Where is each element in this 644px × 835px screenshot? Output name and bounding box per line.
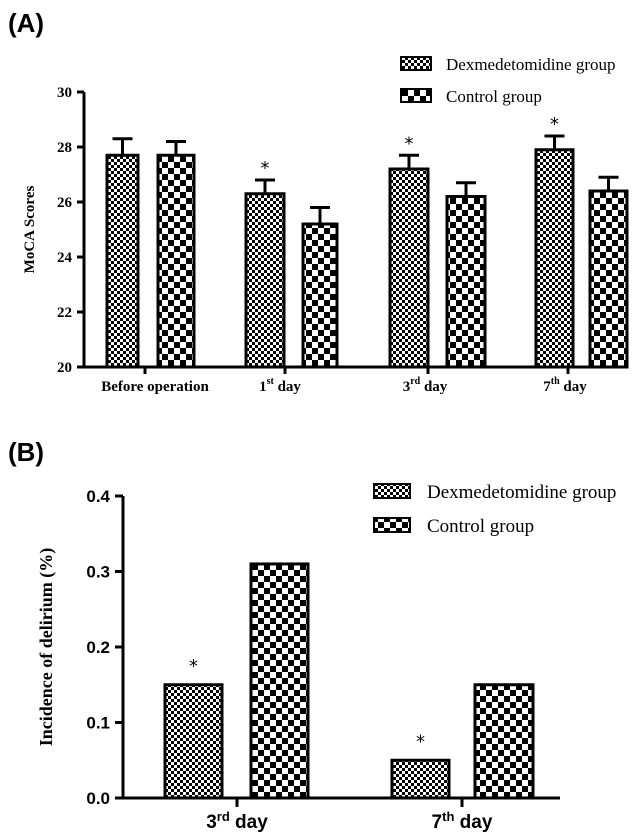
x-tick-label-a-tail: day [560,379,588,395]
legend-label-b: Control group [427,516,534,537]
significance-marker-a: * [261,158,270,179]
legend-label-a: Dexmedetomidine group [446,55,616,74]
chart-moca-scores: (A) 20 22 24 26 28 30 MoCA Scores * * * Before oper… [8,8,627,395]
bar-b-control [251,564,308,798]
x-tick-label-b: 3rd day [206,809,268,833]
bar-b-control [475,685,533,798]
x-tick-label-b-main: 7 [432,812,443,833]
legend-swatch-a [401,89,431,102]
y-tick-label-a: 20 [57,360,72,376]
bar-a-control [590,191,627,367]
legend-swatch-b [374,518,410,532]
significance-marker-b: * [189,656,198,677]
x-tick-label-a-tail: day [274,379,302,395]
panel-label-a: (A) [8,8,44,38]
x-tick-label-b-sup: th [442,809,454,824]
x-tick-label-a: 1st day [259,376,301,395]
x-tick-label-b-main: 3 [206,812,217,833]
significance-marker-b: * [416,731,425,752]
bar-b-dex [392,760,449,798]
x-tick-label-a-main: 3 [403,379,411,395]
legend-swatch-a [401,57,431,70]
x-tick-label-a-sup: rd [410,376,420,387]
x-tick-label-a: 3rd day [403,376,448,395]
y-axis-title-b: Incidence of delirium (%) [36,548,57,746]
y-tick-label-b: 0.1 [86,714,110,733]
y-tick-label-b: 0.3 [86,563,110,582]
y-tick-label-a: 28 [57,140,72,156]
panel-label-b: (B) [8,437,44,467]
bar-a-dex [246,194,284,367]
x-tick-label-a-main: Before operation [101,379,209,395]
x-tick-label-b: 7th day [432,809,493,833]
bar-a-dex [107,155,138,367]
x-tick-label-b-tail: day [230,812,268,833]
bar-a-dex [390,169,428,367]
bar-a-control [447,197,485,368]
y-tick-label-a: 24 [57,250,73,266]
significance-marker-a: * [550,114,559,135]
x-tick-label-a-tail: day [420,379,448,395]
bar-b-dex [165,685,222,798]
y-tick-label-a: 22 [57,305,72,321]
x-tick-label-b-sup: rd [217,809,230,824]
y-tick-label-a: 30 [57,85,72,101]
y-tick-label-b: 0.0 [86,789,110,808]
x-tick-label-a-main: 1 [259,379,267,395]
legend-label-b: Dexmedetomidine group [427,482,616,503]
y-axis-title-a: MoCA Scores [22,186,38,274]
y-tick-label-b: 0.4 [86,487,110,506]
chart-delirium-incidence: (B) 0.0 0.1 0.2 0.3 0.4 Incidence of delirium … [8,437,616,833]
x-tick-label-a: Before operation [101,379,209,395]
x-tick-label-b-tail: day [454,812,492,833]
legend-swatch-b [374,484,410,498]
x-tick-label-a: 7th day [543,376,587,395]
bar-a-control [303,224,337,367]
y-tick-label-b: 0.2 [86,638,110,657]
y-tick-label-a: 26 [57,195,73,211]
bar-a-dex [536,150,573,367]
bar-a-control [158,155,194,367]
legend-label-a: Control group [446,87,542,106]
significance-marker-a: * [405,133,414,154]
